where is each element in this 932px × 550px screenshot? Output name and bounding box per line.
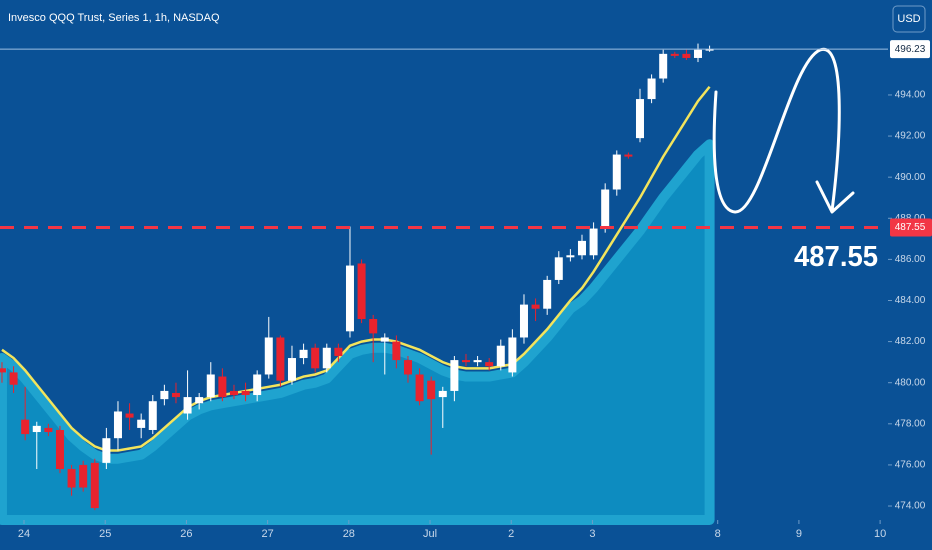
candle-body <box>624 154 633 157</box>
candle-body <box>9 372 18 385</box>
plot <box>0 43 715 525</box>
candle-body <box>241 390 250 396</box>
y-tick-label: 492.00 <box>895 131 926 142</box>
candle-body <box>264 337 273 375</box>
drawn-arrow <box>712 47 855 214</box>
y-tick-label: 490.00 <box>895 172 926 183</box>
x-tick-label: Jul <box>423 528 437 540</box>
moving-average <box>1 85 711 452</box>
candle-body <box>195 397 204 404</box>
candle-body <box>601 189 610 229</box>
candle-body <box>311 347 320 369</box>
candle-body <box>427 380 436 400</box>
candle-body <box>589 228 598 256</box>
candle-body <box>415 374 424 402</box>
candle-body <box>229 390 238 396</box>
candle-body <box>102 438 111 463</box>
y-tick-label: 478.00 <box>895 418 926 429</box>
current-price-box <box>890 40 930 59</box>
candle-body <box>160 390 169 400</box>
candle-body <box>67 469 76 488</box>
candle-body <box>473 360 482 363</box>
y-tick-label: 488.00 <box>895 213 926 224</box>
candle-body <box>55 429 64 470</box>
y-tick-label: 486.00 <box>895 254 926 265</box>
candle-body <box>137 419 146 428</box>
current-price-label: 496.23 <box>895 44 926 55</box>
candle-body <box>90 462 99 509</box>
candle-body <box>485 362 494 367</box>
candle-body <box>508 337 517 373</box>
candle-body <box>299 349 308 359</box>
candle-body <box>21 419 30 435</box>
currency-label[interactable]: USD <box>897 13 920 25</box>
candle-body <box>218 376 227 398</box>
candle-body <box>253 374 262 396</box>
target-box <box>890 218 932 237</box>
x-tick-label: 28 <box>343 528 355 540</box>
candle-body <box>705 49 714 51</box>
y-tick-label: 474.00 <box>895 501 926 512</box>
candle-body <box>693 49 702 58</box>
candle-body <box>357 263 366 319</box>
candle-body <box>148 401 157 430</box>
target-annotation: 487.55 <box>794 241 878 273</box>
candle-body <box>0 368 6 373</box>
candle-body <box>496 345 505 367</box>
candle-body <box>461 360 470 363</box>
candle-body <box>369 318 378 334</box>
candle-body <box>183 397 192 414</box>
candle-body <box>577 240 586 256</box>
y-tick-label: 484.00 <box>895 295 926 306</box>
chart-title: Invesco QQQ Trust, Series 1, 1h, NASDAQ <box>8 12 220 24</box>
candle-body <box>554 257 563 280</box>
x-tick-label: 27 <box>261 528 273 540</box>
candle-body <box>682 53 691 58</box>
y-tick-label: 482.00 <box>895 336 926 347</box>
candle-body <box>635 99 644 139</box>
y-tick-label: 476.00 <box>895 460 926 471</box>
candle-body <box>380 337 389 342</box>
candle-body <box>79 464 88 488</box>
candle-body <box>206 374 215 398</box>
target-axis-label: 487.55 <box>895 222 926 233</box>
candle-body <box>392 341 401 361</box>
candle-body <box>543 279 552 309</box>
candle-body <box>276 337 285 381</box>
candle-body <box>334 347 343 356</box>
candle-body <box>403 360 412 375</box>
x-tick-label: 8 <box>715 528 721 540</box>
candle-body <box>438 390 447 398</box>
x-tick-label: 25 <box>99 528 111 540</box>
candle-body <box>125 413 134 418</box>
x-tick-label: 9 <box>796 528 802 540</box>
candle-body <box>345 265 354 332</box>
candle-body <box>113 411 122 439</box>
candle-body <box>670 53 679 56</box>
candle-body <box>450 360 459 391</box>
y-tick-label: 480.00 <box>895 377 926 388</box>
currency-button[interactable] <box>892 5 926 33</box>
candle-body <box>519 304 528 338</box>
x-tick-label: 10 <box>874 528 886 540</box>
x-tick-label: 2 <box>508 528 514 540</box>
candle-body <box>171 392 180 398</box>
x-tick-label: 24 <box>18 528 30 540</box>
candle-body <box>659 53 668 79</box>
candle-body <box>32 425 41 433</box>
candle-body <box>287 358 296 381</box>
x-tick-label: 3 <box>589 528 595 540</box>
candle-body <box>647 78 656 100</box>
x-tick-label: 26 <box>180 528 192 540</box>
candle-body <box>566 255 575 258</box>
candle-body <box>612 154 621 190</box>
candle-body <box>322 347 331 369</box>
candle-body <box>531 304 540 309</box>
candle-body <box>44 427 53 433</box>
y-tick-label: 494.00 <box>895 90 926 101</box>
